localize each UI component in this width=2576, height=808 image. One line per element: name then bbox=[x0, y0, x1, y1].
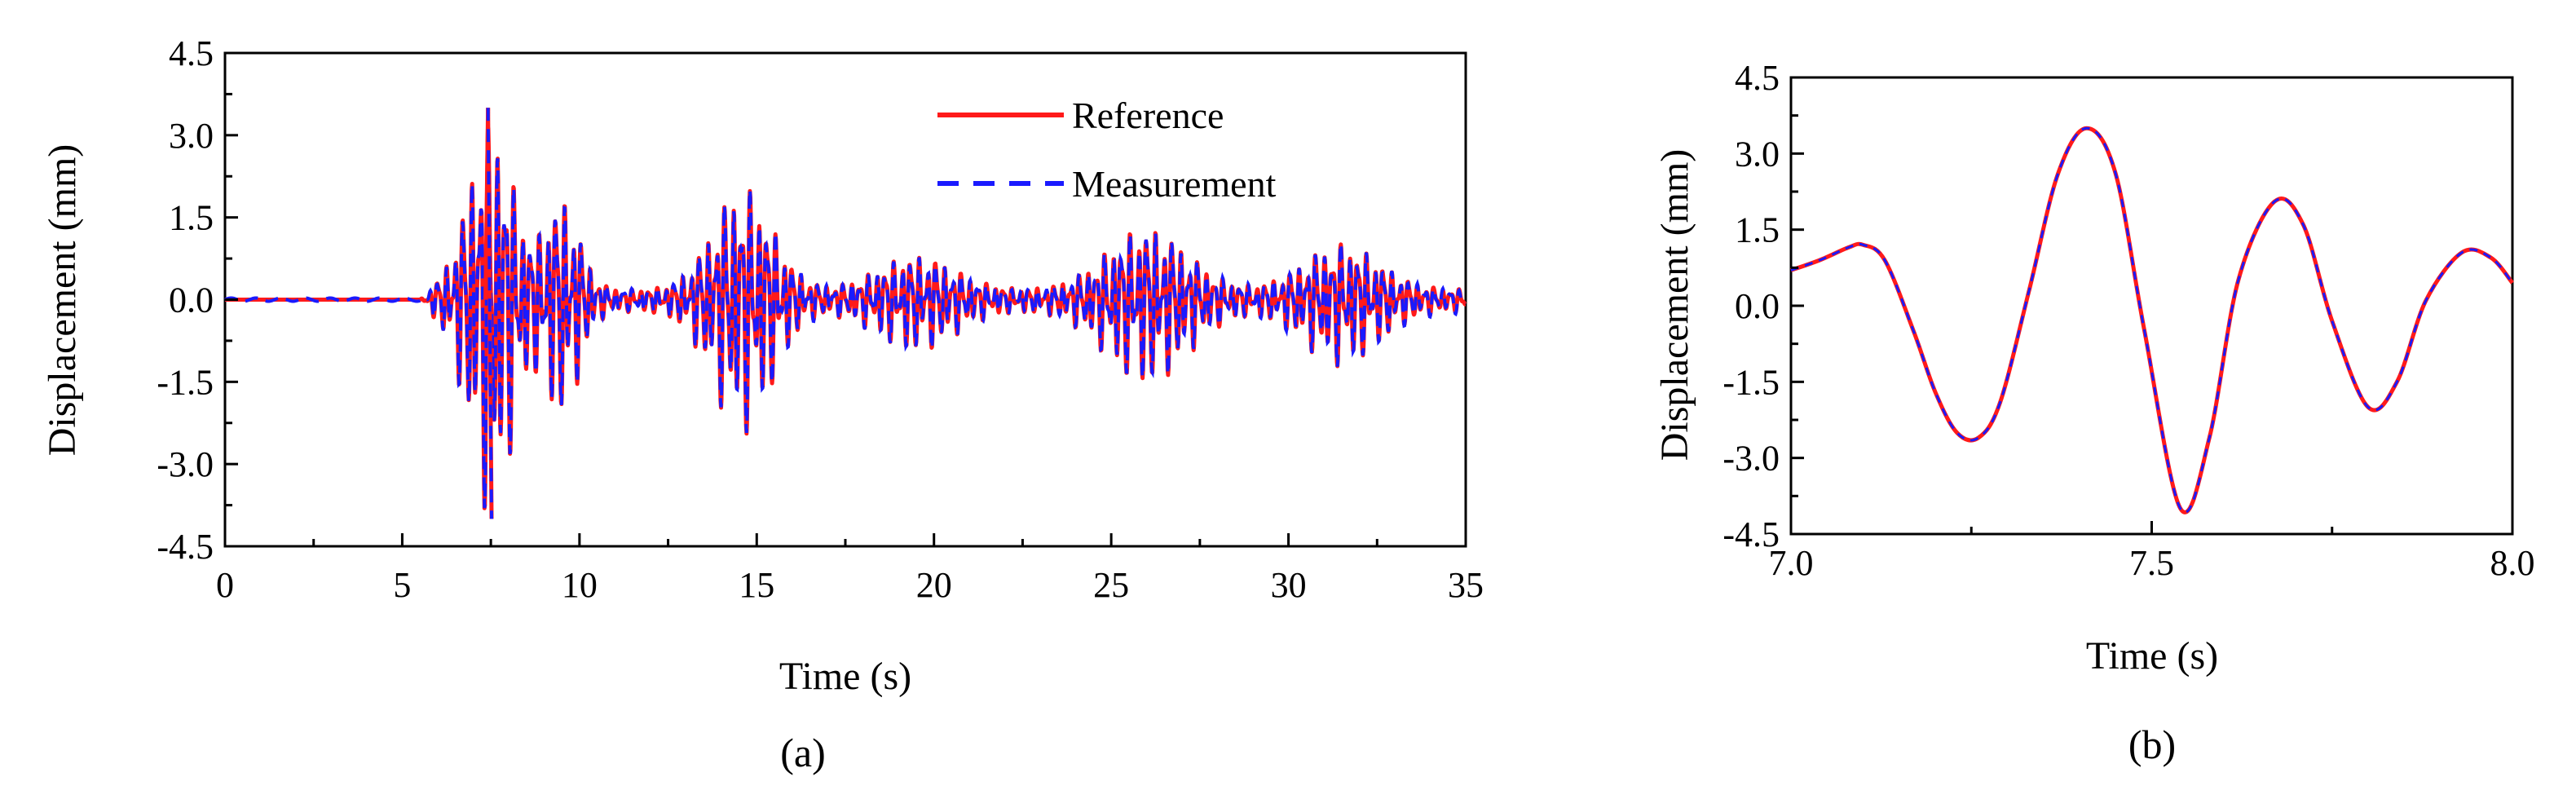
chart-b-plot-frame bbox=[1789, 76, 2514, 536]
chart-a-xtick-label: 30 bbox=[1271, 565, 1307, 605]
chart-a-ytick-label: -1.5 bbox=[157, 362, 214, 402]
chart-b-xtick-label: 7.0 bbox=[1769, 543, 1814, 583]
legend-reference-label: Reference bbox=[1072, 95, 1224, 136]
chart-a: 0 5 10 15 20 25 30 35 4.5 3.0 1.5 0.0 -1.5 -3.0 -4.5 R… bbox=[41, 33, 1484, 775]
chart-b-xlabel: Time (s) bbox=[2086, 634, 2218, 678]
chart-a-ylabel: Displacement (mm) bbox=[41, 144, 84, 457]
chart-a-xtick-label: 5 bbox=[393, 565, 411, 605]
chart-a-xtick-label: 20 bbox=[916, 565, 952, 605]
chart-a-panel-label: (a) bbox=[780, 730, 826, 775]
chart-a-traces bbox=[223, 108, 1467, 519]
chart-a-xtick-label: 0 bbox=[216, 565, 234, 605]
chart-b-ytick-label: -3.0 bbox=[1722, 439, 1780, 479]
chart-b-ytick-label: 3.0 bbox=[1735, 134, 1780, 174]
chart-a-xtick-label: 25 bbox=[1093, 565, 1129, 605]
chart-b-panel-label: (b) bbox=[2128, 722, 2176, 767]
series-reference-line bbox=[1790, 126, 2514, 514]
chart-b-traces bbox=[1790, 126, 2514, 514]
chart-b-ytick-label: -4.5 bbox=[1722, 514, 1780, 554]
legend-measurement-label: Measurement bbox=[1072, 163, 1277, 205]
series-measurement-line bbox=[224, 125, 1467, 509]
chart-a-ytick-label: -4.5 bbox=[157, 527, 214, 567]
chart-a-xlabel: Time (s) bbox=[779, 655, 911, 698]
chart-a-xtick-label: 35 bbox=[1448, 565, 1484, 605]
series-reference-line bbox=[223, 126, 1467, 510]
series-measurement-line bbox=[1790, 126, 2514, 514]
chart-b-ytick-label: 1.5 bbox=[1735, 210, 1780, 250]
chart-b-xtick-label: 7.5 bbox=[2129, 543, 2174, 583]
chart-b-ticks: 7.0 7.5 8.0 4.5 3.0 1.5 0.0 -1.5 -3.0 -4.5 bbox=[1722, 58, 2534, 583]
chart-a-ytick-label: 3.0 bbox=[169, 116, 214, 156]
chart-a-xtick-label: 15 bbox=[739, 565, 774, 605]
chart-b-ytick-label: 4.5 bbox=[1735, 58, 1780, 98]
chart-a-ytick-label: 1.5 bbox=[169, 198, 214, 238]
chart-b-ylabel: Displacement (mm) bbox=[1653, 149, 1696, 461]
chart-a-xtick-label: 10 bbox=[562, 565, 598, 605]
chart-a-ticks: 0 5 10 15 20 25 30 35 4.5 3.0 1.5 0.0 -1.5 -3.0 -4.5 bbox=[157, 33, 1484, 605]
chart-b-xtick-label: 8.0 bbox=[2490, 543, 2535, 583]
chart-a-ytick-label: 0.0 bbox=[169, 280, 214, 320]
chart-b-ytick-label: -1.5 bbox=[1722, 362, 1780, 402]
chart-b-ytick-label: 0.0 bbox=[1735, 286, 1780, 326]
series-measurement-peak bbox=[486, 108, 494, 519]
chart-a-ytick-label: -3.0 bbox=[157, 444, 214, 484]
chart-a-legend: Reference Measurement bbox=[937, 95, 1277, 205]
chart-b: 7.0 7.5 8.0 4.5 3.0 1.5 0.0 -1.5 -3.0 -4.5 Time (… bbox=[1653, 58, 2535, 767]
chart-a-ytick-label: 4.5 bbox=[169, 33, 214, 73]
